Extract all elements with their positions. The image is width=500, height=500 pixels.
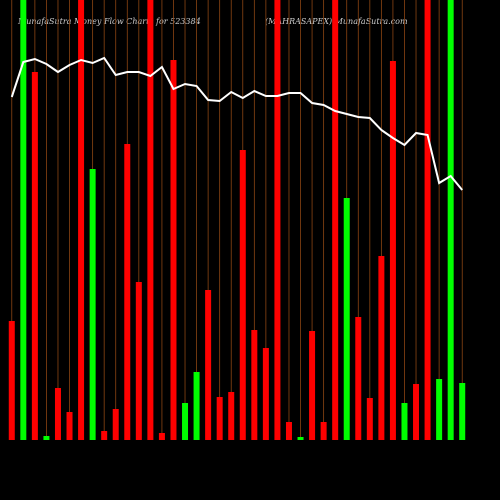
bar [413,384,420,440]
bar [251,330,258,440]
bar [436,379,443,440]
bar [274,0,281,440]
bar [158,433,165,440]
bar [170,60,177,440]
bar [285,422,292,440]
bar [124,144,131,440]
bar [343,198,350,440]
bar [366,398,373,440]
bar [378,256,385,440]
bar [205,290,212,440]
bar [262,348,269,440]
bar [297,437,304,440]
bar [66,412,73,440]
bar [389,61,396,440]
bar [20,0,27,440]
bar [355,317,362,440]
bar [309,331,316,440]
bar [459,383,466,440]
bar [135,282,142,440]
bar [216,397,223,440]
bar [78,0,85,440]
bar [193,372,200,440]
bar [54,388,61,440]
bar [182,403,189,440]
bar [112,409,119,440]
bar [89,169,96,440]
bar [228,392,235,440]
bar [401,403,408,440]
bar [320,422,327,440]
bar [447,0,454,440]
line [10,56,463,191]
bar [332,0,339,440]
bar [31,72,38,440]
bar [147,0,154,440]
bar [43,436,50,440]
bar [239,150,246,440]
bar [101,431,108,440]
bar [8,321,15,440]
chart-title: MunafaSutra Money Flow Charts for 523384 [17,17,201,26]
bar [424,0,431,440]
